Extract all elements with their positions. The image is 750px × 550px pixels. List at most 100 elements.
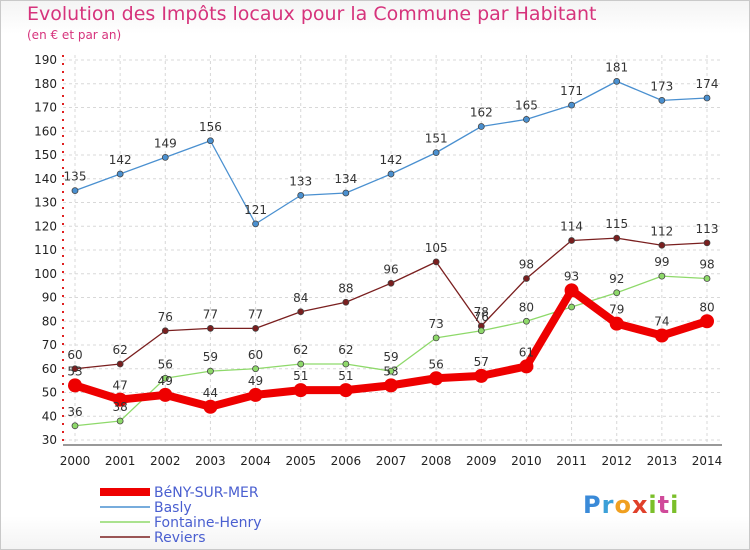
data-label: 74 [654,315,669,329]
data-point [293,383,308,398]
data-label: 135 [64,170,87,184]
chart-subtitle: (en € et par an) [27,28,122,42]
data-label: 59 [383,350,398,364]
data-point [519,359,534,374]
data-point [161,374,169,382]
legend-label: Reviers [154,530,206,546]
data-point [432,258,440,266]
data-point [613,289,621,297]
data-label: 77 [248,307,263,321]
data-label: 113 [696,222,719,236]
y-tick-label: 190 [34,53,57,67]
x-tick-label: 2013 [647,454,678,468]
data-point [342,360,350,368]
data-label: 57 [474,355,489,369]
axes: 30 40 50 60 70 80 90 100 110 120 130 140 150 160 170 18… [34,53,722,468]
data-label: 51 [293,369,308,383]
y-tick-label: 140 [34,172,57,186]
data-label: 151 [425,132,448,146]
data-label: 62 [293,343,308,357]
data-label: 174 [696,77,719,91]
data-point [203,399,218,414]
data-point [523,115,530,123]
data-label: 142 [109,153,132,167]
data-label: 105 [425,241,448,255]
data-point [429,371,444,386]
data-label: 149 [154,136,177,150]
data-label: 53 [383,364,398,378]
data-point [658,241,666,249]
data-point [654,328,669,343]
chart-title: Evolution des Impôts locaux pour la Comm… [27,3,597,25]
data-point [658,96,666,104]
data-point [116,170,124,178]
data-label: 181 [605,60,628,74]
data-point [71,187,79,195]
data-label: 77 [203,307,218,321]
data-label: 36 [67,405,82,419]
data-point [161,327,169,335]
data-point [568,303,575,311]
data-label: 59 [203,350,218,364]
data-label: 73 [429,317,444,331]
y-tick-label: 90 [42,291,57,305]
data-point [477,327,485,335]
data-point [384,378,398,393]
x-tick-label: 2003 [195,454,226,468]
data-label: 165 [515,98,538,112]
data-label: 60 [248,348,263,362]
data-point [703,94,711,102]
y-tick-label: 170 [34,101,57,115]
series-group [68,77,714,430]
x-tick-label: 2007 [376,454,407,468]
legend-label: Basly [154,500,192,516]
data-point [523,317,530,325]
data-label: 49 [158,374,173,388]
data-point [113,392,128,407]
data-label: 56 [158,357,173,371]
data-label: 96 [383,262,398,276]
data-label: 112 [650,224,673,238]
x-tick-label: 2011 [556,454,587,468]
data-label: 76 [474,310,489,324]
data-label: 60 [67,348,82,362]
data-point [477,123,485,130]
data-point [703,239,711,247]
data-label: 162 [470,106,493,120]
data-label: 134 [334,172,357,186]
data-point [297,360,305,368]
data-label: 79 [609,303,624,317]
data-point [116,417,124,425]
x-tick-label: 2006 [331,454,362,468]
data-point [248,387,263,402]
data-point [252,220,259,228]
data-labels: 60 62 76 77 77 84 88 96 105 78 98 114 115 112 113 36 38 5… [64,60,719,418]
data-label: 99 [654,255,669,269]
data-point [523,275,530,282]
data-label: 76 [158,310,173,324]
data-label: 173 [650,79,673,93]
data-label: 93 [564,269,579,283]
x-tick-label: 2008 [421,454,452,468]
data-label: 78 [474,305,489,319]
y-tick-label: 50 [42,386,57,400]
data-label: 61 [519,345,534,359]
data-point [432,149,440,157]
y-tick-label: 110 [34,243,57,257]
data-point [68,378,82,393]
data-label: 156 [199,120,222,134]
data-point [609,316,624,331]
data-point [71,365,79,373]
data-label: 49 [248,374,263,388]
x-tick-label: 2010 [511,454,542,468]
data-label: 98 [699,258,714,272]
x-tick-label: 2002 [150,454,181,468]
data-label: 53 [67,364,82,378]
data-point [700,314,714,329]
y-tick-label: 160 [34,124,57,138]
data-point [158,387,173,402]
data-point [613,77,621,85]
